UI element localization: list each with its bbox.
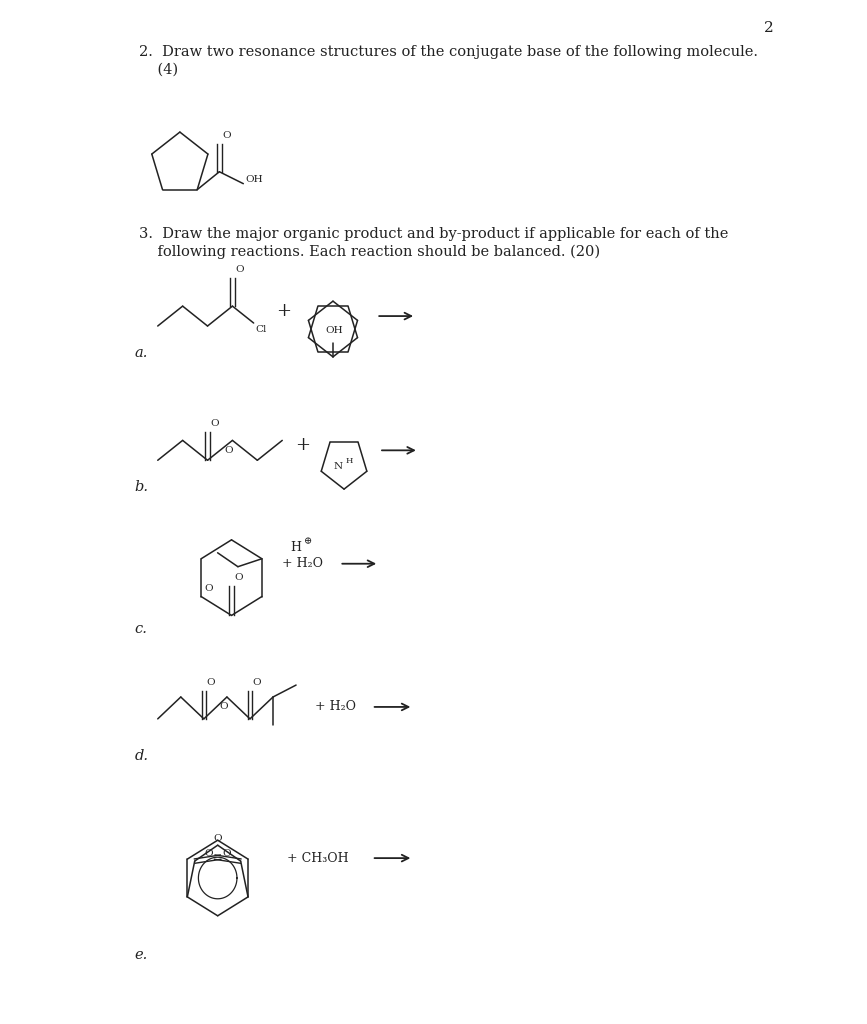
Text: OH: OH <box>245 175 263 184</box>
Text: O: O <box>213 835 222 843</box>
Text: c.: c. <box>134 623 147 636</box>
Text: O: O <box>235 265 244 274</box>
Text: O: O <box>234 572 243 582</box>
Text: following reactions. Each reaction should be balanced. (20): following reactions. Each reaction shoul… <box>140 245 601 259</box>
Text: + H₂O: + H₂O <box>315 700 355 714</box>
Text: +: + <box>277 302 291 321</box>
Text: 2.  Draw two resonance structures of the conjugate base of the following molecul: 2. Draw two resonance structures of the … <box>140 45 759 58</box>
Text: O: O <box>206 678 215 687</box>
Text: + CH₃OH: + CH₃OH <box>287 852 349 864</box>
Text: H: H <box>346 458 353 465</box>
Text: 3.  Draw the major organic product and by-product if applicable for each of the: 3. Draw the major organic product and by… <box>140 226 728 241</box>
Text: ⊕: ⊕ <box>303 538 311 547</box>
Text: O: O <box>222 849 231 858</box>
Text: O: O <box>205 849 213 858</box>
Text: 2: 2 <box>764 20 773 35</box>
Text: Cl: Cl <box>256 325 267 334</box>
Text: + H₂O: + H₂O <box>283 557 323 570</box>
Text: O: O <box>222 131 231 140</box>
Text: b.: b. <box>134 480 148 495</box>
Text: O: O <box>204 584 212 593</box>
Text: O: O <box>225 446 233 456</box>
Text: H: H <box>290 542 302 554</box>
Text: O: O <box>218 702 227 711</box>
Text: O: O <box>211 420 219 428</box>
Text: e.: e. <box>134 947 148 962</box>
Text: OH: OH <box>326 326 343 335</box>
Text: +: + <box>295 436 310 455</box>
Text: N: N <box>334 462 343 471</box>
Text: a.: a. <box>134 346 148 359</box>
Text: O: O <box>253 678 261 687</box>
Text: (4): (4) <box>140 62 179 77</box>
Text: d.: d. <box>134 749 148 763</box>
